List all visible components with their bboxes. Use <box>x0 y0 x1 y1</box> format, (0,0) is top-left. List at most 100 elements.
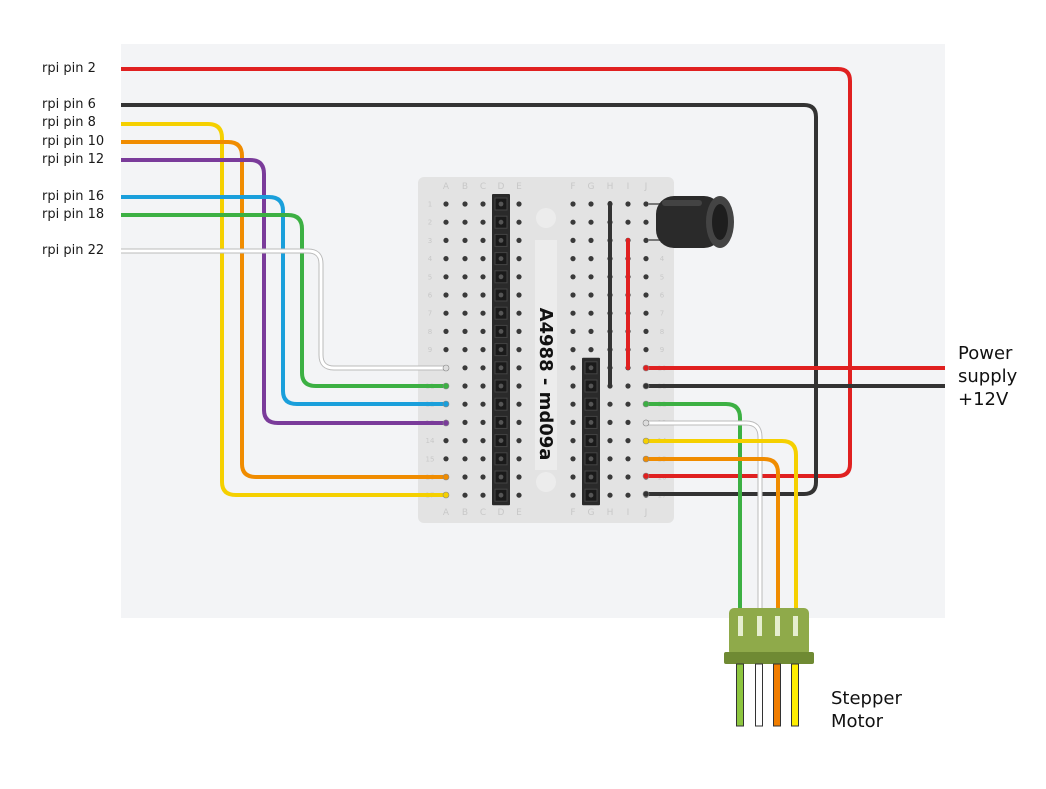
breadboard-hole <box>480 492 486 498</box>
breadboard-hole <box>516 492 522 498</box>
breadboard-hole <box>570 419 576 425</box>
breadboard-hole <box>443 328 449 334</box>
header-pin-hole <box>498 365 504 371</box>
breadboard-hole <box>516 383 522 389</box>
row-number-7-right: 7 <box>660 310 664 318</box>
breadboard-hole <box>516 419 522 425</box>
row-number-4-right: 4 <box>660 255 665 263</box>
row-number-8-right: 8 <box>660 328 664 336</box>
breadboard-hole <box>462 474 468 480</box>
breadboard-hole <box>443 438 449 444</box>
breadboard-hole <box>516 401 522 407</box>
breadboard-hole <box>643 310 649 316</box>
wire-rpi-pin-8 <box>121 122 446 497</box>
rpi-pin-labels: rpi pin 2 rpi pin 6 rpi pin 8 rpi pin 10 rpi… <box>42 61 104 258</box>
breadboard-hole <box>480 419 486 425</box>
breadboard-hole <box>462 237 468 243</box>
breadboard-hole <box>625 492 631 498</box>
breadboard-hole <box>462 401 468 407</box>
breadboard-hole <box>443 347 449 353</box>
breadboard-hole <box>516 365 522 371</box>
row-number-15-left: 15 <box>426 455 435 463</box>
row-number-7-left: 7 <box>428 310 432 318</box>
breadboard-hole <box>516 474 522 480</box>
breadboard-hole <box>516 347 522 353</box>
header-pin-hole <box>498 438 504 443</box>
breadboard-hole <box>607 492 613 498</box>
breadboard-hole <box>607 456 613 462</box>
breadboard-hole <box>462 310 468 316</box>
breadboard-hole <box>443 274 449 280</box>
breadboard-hole <box>462 456 468 462</box>
breadboard-hole <box>607 401 613 407</box>
wire-endpoint <box>642 472 650 480</box>
wire-rpi-pin-2 <box>121 67 852 478</box>
header-pin-hole <box>498 329 504 334</box>
breadboard-hole <box>443 456 449 462</box>
breadboard-hole <box>625 401 631 407</box>
row-number-6-left: 6 <box>428 292 433 300</box>
wire-rpi-pin-16 <box>121 195 446 406</box>
breadboard-hole <box>607 438 613 444</box>
wire-endpoint <box>642 437 650 445</box>
breadboard-hole <box>443 219 449 225</box>
column-letter-a-top: A <box>443 182 450 192</box>
breadboard-hole <box>480 310 486 316</box>
column-letter-i-bottom: I <box>627 508 630 518</box>
power-label-line2: supply <box>958 366 1018 387</box>
breadboard-hole <box>516 237 522 243</box>
breadboard-hole <box>462 365 468 371</box>
column-letter-b-top: B <box>462 182 468 192</box>
header-pin-hole <box>588 438 594 443</box>
breadboard-hole <box>570 383 576 389</box>
column-letter-f-bottom: F <box>570 508 575 518</box>
breadboard-hole <box>570 328 576 334</box>
power-wires <box>646 366 945 388</box>
breadboard-hole <box>462 219 468 225</box>
breadboard-hole <box>516 256 522 262</box>
header-pin-hole <box>498 274 504 280</box>
header-pin-hole <box>588 383 594 389</box>
row-number-2-left: 2 <box>428 219 432 227</box>
breadboard-hole <box>625 383 631 389</box>
motor-lead-2 <box>755 663 763 727</box>
breadboard-hole <box>570 492 576 498</box>
breadboard-hole <box>480 274 486 280</box>
row-number-1-left: 1 <box>428 201 432 209</box>
breadboard-hole <box>625 438 631 444</box>
header-pin-hole <box>588 492 594 498</box>
motor-lead-4 <box>791 663 799 727</box>
header-pin-hole <box>498 310 504 316</box>
wire-motor-green <box>646 402 742 618</box>
breadboard-hole <box>643 237 649 243</box>
wire-endpoint <box>642 490 650 498</box>
breadboard-column-letters: A A B B C C D D E E F F G G H H I I J J <box>443 182 647 518</box>
breadboard-hole <box>443 237 449 243</box>
column-letter-g-bottom: G <box>588 508 595 518</box>
breadboard-hole <box>570 456 576 462</box>
breadboard-hole <box>516 456 522 462</box>
breadboard-hole <box>570 201 576 207</box>
column-letter-d-bottom: D <box>498 508 505 518</box>
breadboard-center-channel <box>535 240 557 470</box>
wire-endpoint <box>642 364 650 372</box>
breadboard-hole <box>643 201 649 207</box>
breadboard-hole <box>570 274 576 280</box>
header-pin-hole <box>588 365 594 371</box>
row-number-5-left: 5 <box>428 273 432 281</box>
breadboard-hole <box>516 292 522 298</box>
header-pin-hole <box>498 401 504 407</box>
header-pin-hole <box>498 383 504 389</box>
breadboard-hole <box>462 492 468 498</box>
motor-lead-3 <box>773 663 781 727</box>
breadboard-hole <box>462 383 468 389</box>
breadboard-hole <box>570 256 576 262</box>
column-letter-j-top: J <box>644 182 648 192</box>
header-pin-hole <box>498 474 504 480</box>
breadboard-hole <box>462 419 468 425</box>
wire-endpoints <box>442 364 650 499</box>
column-letter-c-top: C <box>480 182 486 192</box>
pin-label-rpi-pin-2: rpi pin 2 <box>42 61 96 76</box>
header-pin-hole <box>588 401 594 407</box>
column-letter-c-bottom: C <box>480 508 486 518</box>
